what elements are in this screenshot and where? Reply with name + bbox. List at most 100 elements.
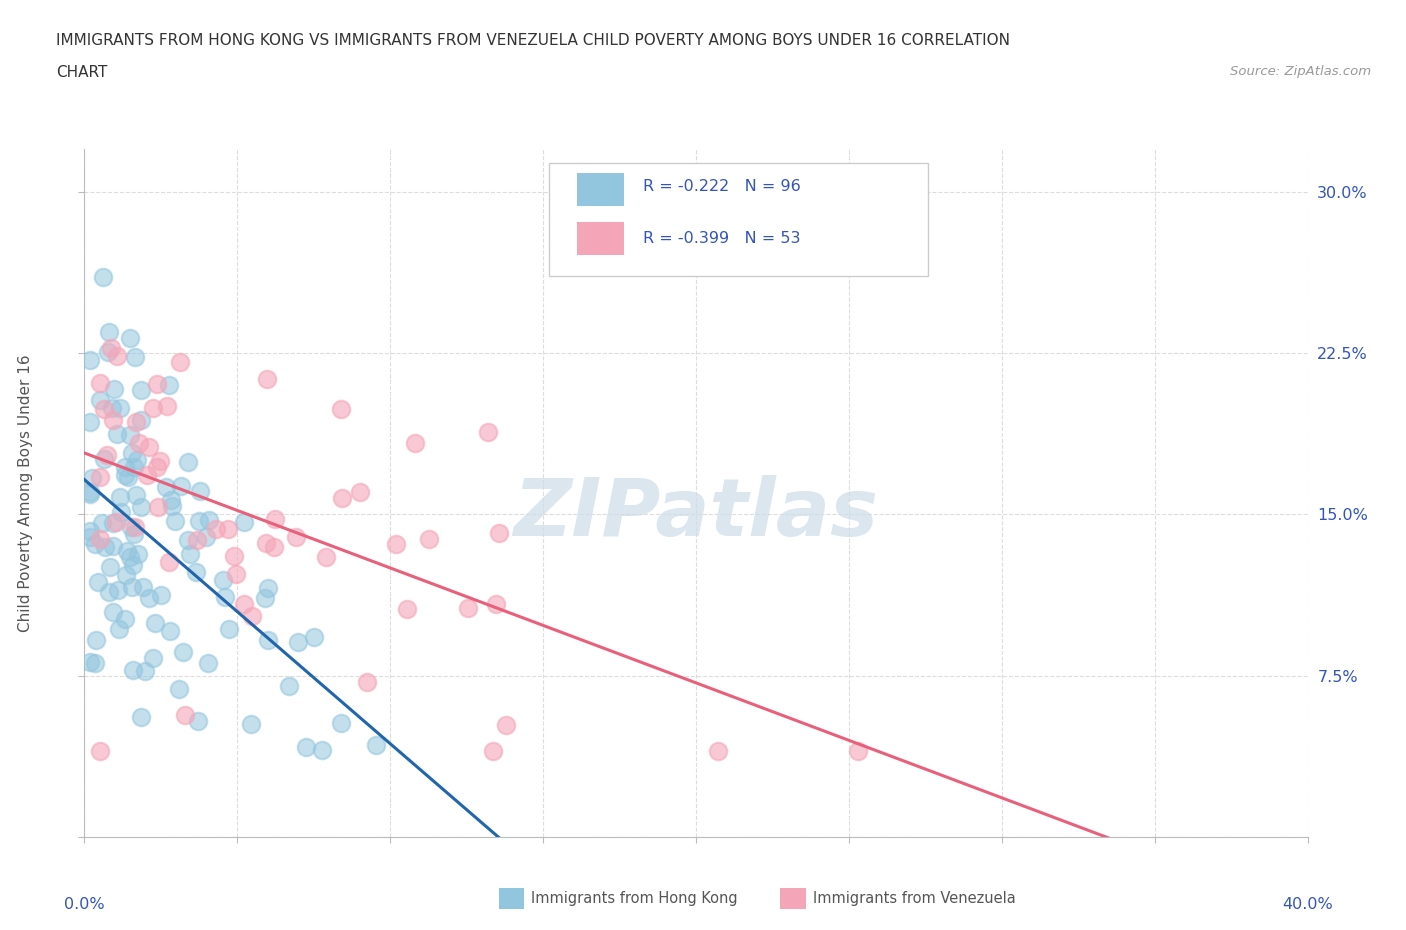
Text: R = -0.399   N = 53: R = -0.399 N = 53 (644, 231, 801, 246)
Point (385, 537, 408, 551)
Point (96, 448, 118, 463)
Point (188, 513, 211, 528)
Point (120, 520, 142, 535)
Point (105, 426, 128, 441)
Point (160, 498, 183, 513)
Point (100, 340, 122, 355)
Bar (578, 222, 624, 256)
Point (93, 452, 115, 467)
Point (84, 656, 107, 671)
Point (278, 678, 301, 693)
Point (157, 554, 180, 569)
Point (146, 377, 169, 392)
Point (477, 425, 499, 440)
Point (98, 560, 121, 575)
Point (263, 539, 285, 554)
Point (329, 715, 352, 730)
Point (87, 574, 110, 589)
Point (121, 445, 143, 460)
Point (356, 675, 378, 690)
Point (124, 520, 146, 535)
Point (170, 479, 193, 494)
Point (122, 527, 145, 542)
Text: Immigrants from Venezuela: Immigrants from Venezuela (813, 891, 1015, 906)
Point (89, 470, 111, 485)
Point (93, 402, 115, 417)
Point (197, 656, 219, 671)
Point (167, 682, 190, 697)
Point (125, 415, 148, 430)
Point (177, 454, 200, 469)
Text: CHART: CHART (56, 65, 108, 80)
Point (115, 567, 138, 582)
Point (257, 633, 280, 648)
Point (79, 524, 101, 538)
Point (485, 596, 508, 611)
Point (101, 538, 124, 553)
Point (232, 597, 254, 612)
Point (165, 513, 187, 528)
Point (103, 381, 125, 396)
Point (114, 467, 136, 482)
Point (79, 485, 101, 500)
Point (179, 547, 201, 562)
Point (129, 413, 152, 428)
Point (330, 491, 353, 506)
Point (232, 514, 254, 529)
Point (240, 717, 263, 732)
Point (187, 713, 209, 728)
Point (143, 616, 166, 631)
Point (707, 744, 730, 759)
Point (302, 630, 325, 644)
Point (79, 486, 101, 501)
Point (94, 539, 117, 554)
Point (103, 412, 125, 427)
Point (134, 663, 156, 678)
Point (149, 453, 172, 468)
Point (98, 325, 121, 339)
Point (146, 460, 169, 475)
Point (107, 582, 129, 597)
Point (108, 401, 131, 416)
Bar (578, 173, 624, 206)
Text: Source: ZipAtlas.com: Source: ZipAtlas.com (1230, 65, 1371, 78)
Point (89, 392, 111, 407)
Point (142, 401, 165, 416)
Point (195, 529, 218, 544)
Text: R = -0.222   N = 96: R = -0.222 N = 96 (644, 179, 801, 194)
Point (295, 739, 318, 754)
Point (186, 565, 208, 579)
Point (142, 651, 165, 666)
Point (79, 415, 101, 430)
Point (172, 644, 194, 659)
Point (127, 453, 149, 468)
Point (89, 744, 111, 759)
Point (186, 533, 208, 548)
Point (287, 634, 309, 649)
Point (225, 566, 247, 581)
Point (101, 605, 124, 620)
Point (89, 376, 111, 391)
Point (127, 547, 149, 562)
Point (105, 514, 128, 529)
Point (129, 710, 152, 724)
Point (366, 737, 388, 752)
Point (79, 655, 101, 670)
Point (160, 493, 183, 508)
Point (138, 591, 160, 605)
Text: Child Poverty Among Boys Under 16: Child Poverty Among Boys Under 16 (18, 354, 32, 631)
Point (108, 621, 131, 636)
Point (84, 632, 107, 647)
Point (256, 580, 278, 595)
Point (176, 532, 198, 547)
Point (129, 382, 152, 397)
Point (132, 579, 155, 594)
Point (169, 354, 191, 369)
Point (212, 572, 235, 587)
Text: IMMIGRANTS FROM HONG KONG VS IMMIGRANTS FROM VENEZUELA CHILD POVERTY AMONG BOYS : IMMIGRANTS FROM HONG KONG VS IMMIGRANTS … (56, 33, 1011, 47)
Point (418, 531, 440, 546)
Point (218, 621, 240, 636)
Point (205, 521, 228, 536)
Point (90, 515, 112, 530)
Point (129, 500, 152, 515)
